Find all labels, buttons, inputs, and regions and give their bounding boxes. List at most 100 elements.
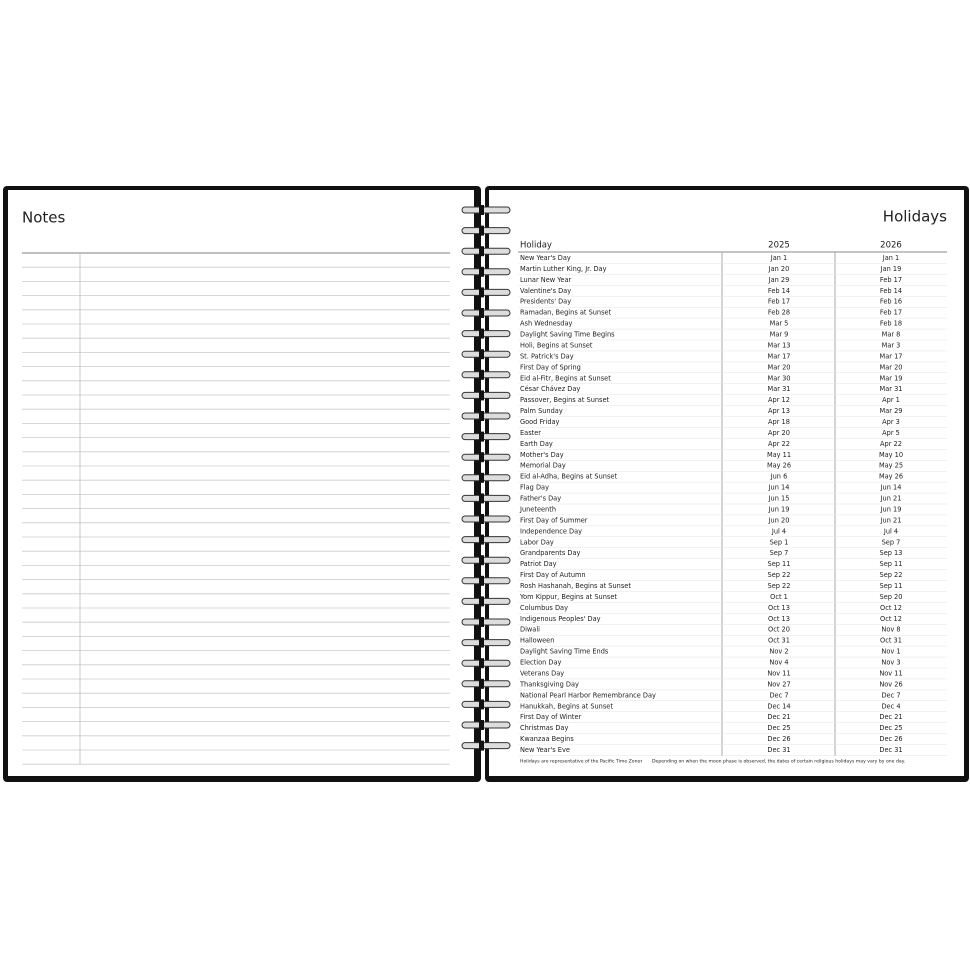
holiday-name: Lunar New Year [520,276,571,284]
date-2026: Apr 1 [882,396,900,404]
coil-hole [479,637,484,648]
column-header: 2026 [880,241,902,251]
date-2026: Jan 19 [880,265,902,273]
coil-hole [479,431,484,442]
date-2026: Feb 18 [880,320,902,328]
date-2026: Jan 1 [882,254,899,262]
date-2025: Mar 13 [768,341,791,349]
date-2025: Sep 7 [770,549,789,557]
date-2026: Feb 17 [880,276,902,284]
date-2025: Jul 4 [771,527,786,535]
coil [461,597,511,605]
date-2026: Feb 17 [880,309,902,317]
holiday-name: Yom Kippur, Begins at Sunset [519,593,617,601]
date-2026: Jun 19 [880,505,902,513]
date-2026: Mar 17 [880,352,903,360]
coil-hole [479,472,484,483]
date-2025: Sep 22 [768,582,791,590]
spiral-binding [461,205,511,751]
holiday-name: New Year's Day [520,254,571,262]
coil [461,433,511,441]
coil-hole [479,328,484,339]
coil-hole [479,411,484,421]
date-2025: Mar 9 [770,331,789,339]
date-2025: Feb 17 [768,298,790,306]
date-2026: May 10 [879,451,903,459]
coil [461,618,511,626]
date-2025: Apr 12 [768,396,790,404]
coil [461,536,511,544]
holiday-name: New Year's Eve [520,746,570,754]
date-2025: Jun 19 [768,505,790,513]
holiday-name: First Day of Spring [520,363,581,371]
date-2025: Jan 20 [768,265,790,273]
date-2025: Oct 13 [768,615,790,623]
date-2025: Sep 22 [768,571,791,579]
coil [461,680,511,688]
holiday-name: Rosh Hashanah, Begins at Sunset [520,582,631,590]
coil [461,659,511,667]
date-2026: Sep 20 [880,593,903,601]
coil [461,288,511,296]
coil-hole [479,617,484,627]
date-2026: Nov 8 [881,626,900,634]
date-2026: Mar 19 [880,374,903,382]
holiday-name: First Day of Autumn [520,571,586,579]
date-2026: Sep 7 [882,538,901,546]
date-2025: Feb 14 [768,287,790,295]
date-2025: Oct 31 [768,637,790,645]
holiday-name: Labor Day [520,538,554,546]
holiday-name: Flag Day [520,484,549,492]
date-2026: Sep 22 [880,571,903,579]
coil [461,268,511,276]
coil-hole [479,720,484,730]
date-2025: Dec 7 [769,691,788,699]
date-2026: Sep 13 [880,549,903,557]
column-header: 2025 [768,241,790,251]
holiday-name: Eid al-Fitr, Begins at Sunset [520,374,611,382]
holiday-name: Memorial Day [520,462,566,470]
date-2025: Dec 21 [767,713,790,721]
holiday-name: Father's Day [520,495,561,503]
date-2026: Dec 21 [879,713,902,721]
coil [461,330,511,338]
holiday-name: Hanukkah, Begins at Sunset [520,702,613,710]
date-2025: Jun 14 [768,484,790,492]
coil [461,474,511,482]
date-2026: Mar 8 [882,331,901,339]
date-2025: Mar 20 [768,363,791,371]
holidays-title: Holidays [883,208,947,226]
coil-hole [479,390,484,401]
notes-title: Notes [22,209,66,227]
holiday-table: New Year's Day Jan 1 Jan 1 Martin Luther Ki… [518,254,947,756]
coil-hole [479,534,484,545]
date-2026: Jul 4 [883,527,898,535]
coil [461,247,511,255]
date-2025: Dec 25 [767,724,790,732]
coil-hole [479,678,484,689]
date-2025: Oct 1 [770,593,788,601]
coil-hole [479,266,484,277]
date-2026: Apr 5 [882,429,900,437]
date-2025: Nov 27 [767,680,790,688]
coil-hole [479,575,484,586]
date-2025: Jan 1 [770,254,787,262]
coil [461,742,511,750]
holiday-name: Holi, Begins at Sunset [520,341,593,349]
date-2026: May 26 [879,473,903,481]
date-2026: Dec 26 [879,735,902,743]
coil-hole [479,699,484,710]
holiday-name: Independence Day [520,527,582,535]
holiday-name: Diwali [520,626,540,634]
holiday-name: Daylight Saving Time Begins [520,331,615,339]
date-2025: Feb 28 [768,309,790,317]
holiday-name: First Day of Summer [520,516,588,524]
date-2025: Oct 13 [768,604,790,612]
coil-hole [479,740,484,751]
coil [461,515,511,523]
date-2026: Mar 29 [880,407,903,415]
date-2026: Nov 3 [881,659,900,667]
date-2025: Oct 20 [768,626,790,634]
coil-hole [479,514,484,524]
holiday-name: Valentine's Day [520,287,571,295]
